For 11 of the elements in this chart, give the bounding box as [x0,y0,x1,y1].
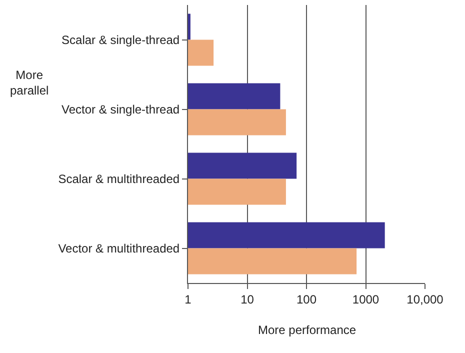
x-tick-label: 10,000 [406,292,444,306]
text: More performance [258,323,356,337]
y-tick-label: Scalar & multithreaded [58,172,180,186]
y-tick-label: Vector & single-thread [62,102,180,116]
x-tick-label: 10 [240,292,254,306]
x-tick-label: 100 [296,292,317,306]
x-tick-label: 1000 [352,292,380,306]
y-tick-label: Scalar & single-thread [62,32,180,47]
text: More parallel [10,68,49,98]
x-tick-label: 1 [184,292,192,306]
y-tick-label: Vector & multithreaded [58,241,180,256]
